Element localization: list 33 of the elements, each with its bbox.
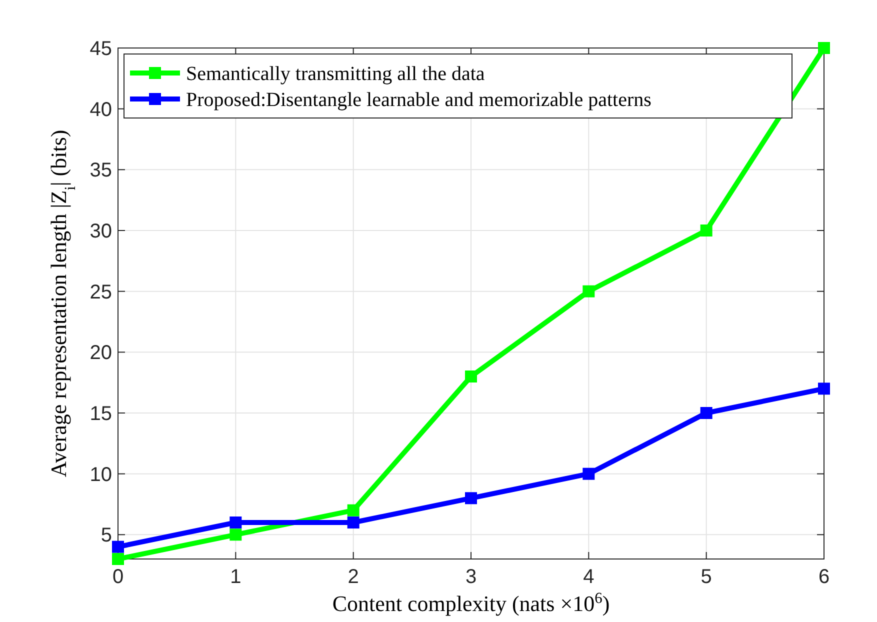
point [112,553,124,565]
point [818,382,830,395]
y-tick-label: 5 [100,524,112,547]
point [112,540,124,553]
point [700,407,712,419]
point [582,285,595,298]
x-tick-label: 6 [818,566,830,588]
y-tick-label: 40 [90,98,112,121]
y-tick-label: 25 [90,281,112,304]
point [347,516,360,528]
x-tick-label: 3 [465,566,477,588]
x-tick-label: 0 [112,566,124,588]
point [230,516,242,528]
point [818,42,830,54]
x-tick-label: 2 [348,566,359,588]
point [347,504,360,516]
y-tick-label: 45 [90,38,112,60]
y-tick-label: 20 [90,342,112,364]
x-tick-label: 5 [700,566,712,588]
x-axis-title: Content complexity (nats ×10$^{6}$) [332,590,610,616]
legend-label: Semantically transmitting all the data [186,63,485,85]
y-tick-label: 15 [90,403,112,425]
point [700,224,712,236]
x-tick-label: 4 [583,566,594,588]
legend-label: Proposed:Disentangle learnable and memorizable patterns [186,89,652,111]
point [465,492,477,504]
y-tick-label: 30 [90,220,112,242]
y-tick-label: 10 [90,464,112,486]
point [465,370,477,382]
point [230,528,242,541]
point [582,468,595,480]
x-tick-label: 1 [230,566,242,588]
y-tick-label: 35 [90,160,112,182]
